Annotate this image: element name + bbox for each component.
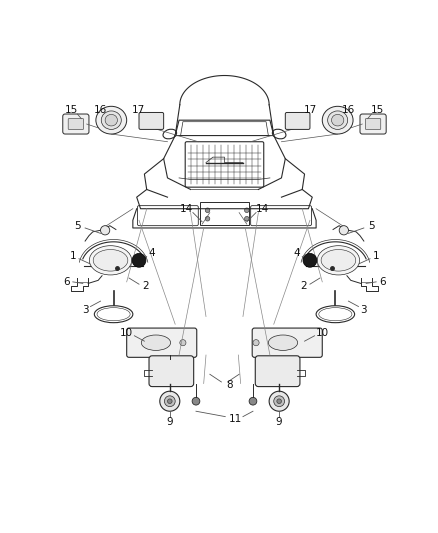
Text: 15: 15 bbox=[371, 105, 384, 115]
Ellipse shape bbox=[105, 115, 117, 126]
FancyBboxPatch shape bbox=[139, 112, 164, 130]
Circle shape bbox=[244, 208, 249, 213]
Ellipse shape bbox=[96, 106, 127, 134]
FancyBboxPatch shape bbox=[68, 119, 84, 130]
Circle shape bbox=[277, 399, 282, 403]
FancyBboxPatch shape bbox=[252, 328, 322, 357]
Circle shape bbox=[160, 391, 180, 411]
Circle shape bbox=[253, 340, 259, 346]
Ellipse shape bbox=[89, 246, 132, 275]
Text: 9: 9 bbox=[276, 417, 283, 427]
Circle shape bbox=[339, 225, 349, 235]
FancyBboxPatch shape bbox=[63, 114, 89, 134]
Text: 3: 3 bbox=[82, 304, 88, 314]
Text: 1: 1 bbox=[70, 252, 76, 262]
Circle shape bbox=[180, 340, 186, 346]
Ellipse shape bbox=[317, 246, 360, 275]
Circle shape bbox=[303, 253, 317, 267]
Ellipse shape bbox=[93, 249, 128, 271]
Text: 16: 16 bbox=[94, 105, 107, 115]
FancyBboxPatch shape bbox=[127, 328, 197, 357]
Text: 2: 2 bbox=[142, 281, 148, 292]
Ellipse shape bbox=[332, 115, 344, 126]
FancyBboxPatch shape bbox=[360, 114, 386, 134]
Ellipse shape bbox=[141, 335, 170, 350]
Text: 17: 17 bbox=[304, 105, 318, 115]
Ellipse shape bbox=[321, 249, 356, 271]
Circle shape bbox=[164, 396, 175, 407]
Text: 16: 16 bbox=[342, 105, 355, 115]
Ellipse shape bbox=[268, 335, 298, 350]
Text: 17: 17 bbox=[131, 105, 145, 115]
Circle shape bbox=[100, 225, 110, 235]
Text: 14: 14 bbox=[180, 204, 193, 214]
FancyBboxPatch shape bbox=[365, 119, 381, 130]
Text: 4: 4 bbox=[149, 248, 155, 259]
FancyBboxPatch shape bbox=[285, 112, 310, 130]
Circle shape bbox=[192, 398, 200, 405]
Ellipse shape bbox=[328, 111, 348, 130]
Text: 14: 14 bbox=[256, 204, 269, 214]
Text: 6: 6 bbox=[379, 277, 385, 287]
Circle shape bbox=[249, 398, 257, 405]
Ellipse shape bbox=[101, 111, 121, 130]
Text: 1: 1 bbox=[373, 252, 379, 262]
Circle shape bbox=[269, 391, 289, 411]
Text: 3: 3 bbox=[360, 304, 367, 314]
FancyBboxPatch shape bbox=[149, 356, 194, 386]
Text: 6: 6 bbox=[64, 277, 70, 287]
Text: 5: 5 bbox=[74, 221, 81, 231]
FancyBboxPatch shape bbox=[255, 356, 300, 386]
Text: 15: 15 bbox=[65, 105, 78, 115]
Text: 10: 10 bbox=[120, 328, 133, 338]
Circle shape bbox=[132, 253, 146, 267]
Text: 11: 11 bbox=[229, 414, 242, 424]
Circle shape bbox=[274, 396, 285, 407]
Text: 10: 10 bbox=[316, 328, 329, 338]
Circle shape bbox=[205, 216, 210, 221]
Text: 9: 9 bbox=[166, 417, 173, 427]
Circle shape bbox=[167, 399, 172, 403]
Circle shape bbox=[205, 208, 210, 213]
Ellipse shape bbox=[322, 106, 353, 134]
Text: 2: 2 bbox=[300, 281, 307, 292]
Text: 5: 5 bbox=[368, 221, 375, 231]
Text: 8: 8 bbox=[226, 380, 233, 390]
Circle shape bbox=[244, 216, 249, 221]
Text: 4: 4 bbox=[293, 248, 300, 259]
